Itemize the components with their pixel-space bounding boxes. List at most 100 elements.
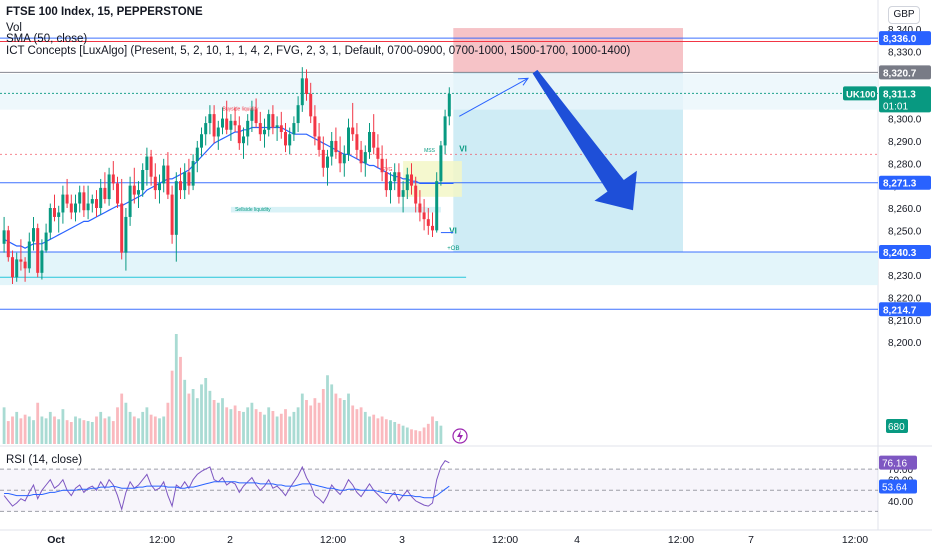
volume-bar: [145, 407, 149, 444]
volume-bar: [53, 416, 56, 444]
volume-tag: [886, 419, 908, 433]
candle-body: [208, 114, 212, 124]
candle-body: [237, 125, 241, 144]
candle-body: [275, 125, 279, 128]
candle-body: [200, 134, 203, 148]
volume-bar: [124, 402, 128, 444]
price-tick-label: 8,210.0: [888, 316, 922, 327]
candle-body: [267, 114, 271, 130]
candle-body: [330, 140, 334, 157]
candle-body: [418, 203, 422, 213]
volume-bar: [2, 407, 6, 444]
candle-body: [347, 127, 350, 155]
ict-indicator-label[interactable]: ICT Concepts [LuxAlgo] (Present, 5, 2, 1…: [6, 45, 631, 57]
volume-bar: [330, 384, 334, 444]
price-tag-4: [879, 245, 931, 260]
candle-body: [342, 154, 346, 164]
price-tag-label-1: 8,320.7: [883, 68, 917, 79]
candle-body: [116, 183, 119, 204]
price-tag-label-2: 8,311.3: [883, 89, 916, 100]
flash-icon-glyph: [457, 430, 463, 442]
volume-bar: [368, 416, 371, 444]
rsi-indicator-label[interactable]: RSI (14, close): [6, 454, 83, 466]
candle-body: [242, 136, 245, 144]
candle-body: [195, 147, 199, 162]
volume-bar: [141, 411, 145, 444]
candle-body: [61, 194, 65, 213]
candle-body: [321, 149, 325, 168]
candle-body: [296, 105, 300, 124]
volume-bar: [300, 393, 304, 444]
candle-body: [69, 203, 73, 213]
mss-label: MSS: [424, 148, 436, 154]
volume-bar: [410, 429, 413, 444]
candle-body: [19, 259, 23, 262]
volume-bar: [254, 409, 258, 444]
time-tick-label: Oct: [47, 534, 65, 546]
candle-body: [405, 174, 409, 191]
currency-selector[interactable]: GBP: [888, 6, 920, 24]
volume-bar: [326, 375, 329, 444]
chart-title[interactable]: FTSE 100 Index, 15, PEPPERSTONE: [6, 6, 203, 18]
volume-bar: [36, 402, 40, 444]
candle-body: [221, 118, 224, 128]
volume-bar: [229, 409, 233, 444]
candle-body: [263, 129, 266, 135]
sma-indicator-label[interactable]: SMA (50, close): [6, 33, 88, 45]
candle-body: [431, 225, 434, 231]
volume-bar: [237, 411, 241, 444]
bearish-projection-arrow: [532, 69, 637, 211]
volume-bar: [82, 420, 86, 444]
candle-body: [258, 123, 262, 135]
price-tag-label-3: 8,271.3: [883, 179, 917, 190]
volume-bar: [309, 405, 313, 444]
volume-bar: [27, 416, 31, 444]
fvg-label: FVG: [382, 167, 392, 173]
candle-body: [23, 261, 27, 269]
volume-bar: [15, 411, 19, 444]
candle-body: [95, 199, 98, 208]
candle-body: [317, 136, 321, 150]
sellside-liquidity-label: Sellside liquidity: [235, 207, 271, 213]
price-tick-label: 8,300.0: [888, 115, 922, 126]
candle-body: [187, 172, 191, 186]
candle-body: [212, 114, 216, 137]
candle-body: [2, 230, 6, 244]
volume-bar: [426, 423, 430, 444]
volume-bar: [191, 389, 195, 444]
ticker-tag: [843, 86, 877, 101]
sma-50-line: [3, 126, 454, 249]
price-tick-label: 8,250.0: [888, 226, 922, 237]
volume-bar: [435, 421, 439, 444]
volume-bar: [250, 402, 254, 444]
volume-bar: [372, 414, 376, 444]
price-tick-label: 8,220.0: [888, 293, 922, 304]
volume-indicator-label[interactable]: Vol: [6, 22, 22, 34]
candle-body: [183, 172, 187, 191]
volume-bar: [292, 411, 296, 444]
volume-bar: [74, 416, 77, 444]
candle-body: [141, 170, 145, 191]
ticker-tag-label: UK100: [846, 89, 876, 100]
candle-body: [233, 120, 237, 126]
candle-body: [410, 174, 413, 186]
price-tick-label: 8,280.0: [888, 159, 922, 170]
candle-body: [15, 259, 19, 278]
price-tag-label-5: 8,214.7: [883, 305, 917, 316]
volume-bar: [162, 416, 166, 444]
candle-body: [389, 181, 392, 191]
candle-body: [351, 127, 355, 135]
volume-bar: [279, 413, 283, 444]
candle-body: [191, 161, 195, 186]
candle-body: [40, 250, 44, 273]
candle-body: [170, 194, 174, 235]
candle-body: [78, 192, 82, 204]
volume-bar: [342, 400, 346, 444]
candle-body: [99, 187, 103, 208]
candle-body: [393, 172, 397, 182]
candle-body: [36, 228, 40, 273]
volume-bar: [414, 430, 418, 444]
candle-body: [414, 185, 418, 204]
price-tick-label: 8,260.0: [888, 204, 922, 215]
